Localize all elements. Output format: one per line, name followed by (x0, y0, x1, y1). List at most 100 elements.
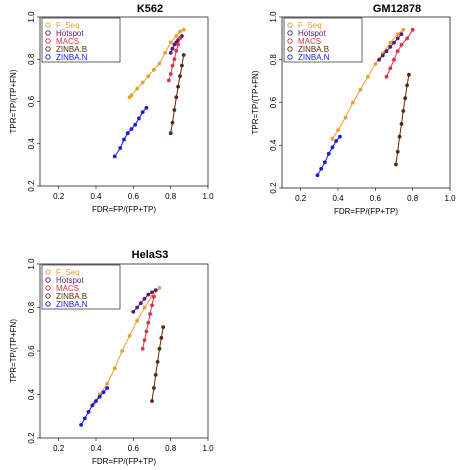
legend-marker (45, 54, 51, 60)
data-point-zinba-n (140, 110, 145, 114)
data-point-macs (399, 42, 404, 47)
data-point-f-seq (174, 34, 179, 38)
x-tick-label: 1.0 (202, 192, 214, 201)
chart-title: HelaS3 (132, 249, 169, 261)
x-tick-label: 0.8 (407, 194, 419, 203)
data-point-zinba-n (122, 137, 126, 142)
legend-label: ZINBA.N (56, 300, 88, 309)
data-point-f-seq (157, 61, 162, 66)
x-tick-label: 0.2 (295, 194, 307, 203)
data-point-macs (392, 57, 396, 62)
data-point-f-seq (135, 86, 140, 91)
data-point-f-seq (351, 100, 355, 105)
data-point-zinba-n (338, 134, 342, 139)
data-point-zinba-b (395, 149, 400, 154)
data-point-zinba-n (94, 399, 98, 403)
data-point-zinba-n (326, 151, 331, 156)
data-point-zinba-n (133, 122, 138, 127)
data-point-zinba-n (129, 127, 134, 131)
x-tick-label: 0.4 (332, 194, 344, 203)
legend-marker (45, 38, 51, 44)
legend-label: ZINBA.B (56, 292, 87, 301)
data-point-macs (174, 48, 179, 53)
data-point-zinba-n (137, 116, 141, 121)
data-point-zinba-b (168, 131, 173, 136)
data-point-f-seq (163, 51, 168, 55)
data-point-zinba-n (315, 173, 320, 178)
chart-panel-2: HelaS3 0.2 0.4 0.6 0.8 1.0 0.2 0.4 0.6 0.8 1.0 FDR=… (9, 249, 214, 466)
legend-label: Hotspot (56, 276, 84, 285)
data-point-macs (168, 72, 173, 76)
legend-marker (287, 38, 293, 44)
data-point-zinba-b (157, 346, 162, 351)
data-point-f-seq (105, 381, 110, 386)
data-point-f-seq (127, 333, 132, 338)
data-point-zinba-b (403, 96, 408, 101)
data-point-macs (142, 338, 147, 342)
data-point-zinba-n (101, 390, 106, 395)
x-tick-label: 0.8 (165, 444, 177, 453)
data-point-zinba-b (161, 325, 166, 329)
data-point-hotspot (392, 40, 396, 45)
legend-label: MACS (56, 284, 79, 293)
data-point-zinba-n (323, 160, 327, 165)
data-point-zinba-b (172, 108, 177, 112)
legend-box (283, 17, 363, 63)
data-point-hotspot (150, 290, 154, 295)
y-tick-label: 0.8 (269, 54, 278, 66)
data-point-zinba-b (153, 373, 158, 377)
data-point-zinba-b (178, 74, 182, 78)
y-tick-label: 0.8 (27, 53, 36, 65)
series-line-zinba-b (395, 74, 410, 165)
y-tick-label: 0.4 (269, 139, 278, 151)
data-point-macs (176, 42, 181, 47)
data-point-zinba-b (401, 109, 406, 113)
data-point-hotspot (388, 45, 393, 49)
data-point-f-seq (168, 40, 173, 45)
legend-label: ZINBA.N (298, 53, 330, 62)
legend-box (41, 17, 121, 63)
data-point-zinba-n (125, 131, 130, 136)
data-point-hotspot (146, 292, 151, 297)
data-point-zinba-n (105, 386, 110, 390)
chart-title: K562 (137, 3, 163, 15)
data-point-f-seq (142, 305, 147, 310)
data-point-f-seq (401, 27, 406, 32)
data-point-macs (148, 312, 153, 316)
data-point-hotspot (153, 288, 158, 292)
x-tick-label: 0.6 (128, 444, 140, 453)
x-axis-label: FDR=FP/(FP+TP) (92, 205, 156, 214)
x-axis-label: FDR=FP/(FP+TP) (334, 207, 398, 216)
chart-panel-1: GM12878 0.2 0.4 0.6 0.8 1.0 0.2 0.4 0.6 0.8 1.0 FDR… (251, 3, 456, 216)
x-tick-label: 0.6 (128, 192, 140, 201)
data-point-zinba-b (170, 120, 175, 125)
data-point-zinba-b (180, 63, 184, 68)
data-point-macs (395, 49, 400, 54)
data-point-zinba-b (159, 336, 164, 340)
legend-marker (287, 22, 293, 28)
data-point-zinba-n (330, 145, 335, 150)
data-point-macs (384, 74, 389, 79)
x-tick-label: 0.2 (53, 444, 65, 453)
legend-marker (45, 293, 51, 299)
y-tick-label: 1.0 (27, 11, 36, 23)
data-point-hotspot (380, 53, 385, 58)
x-tick-label: 0.6 (370, 194, 382, 203)
data-point-f-seq (388, 40, 393, 45)
data-point-zinba-n (334, 139, 338, 143)
y-tick-label: 0.2 (269, 182, 278, 194)
legend-label: F_Seq (56, 21, 80, 30)
data-point-zinba-b (152, 386, 156, 390)
legend-label: F_Seq (298, 21, 322, 30)
legend-label: ZINBA.B (298, 45, 329, 54)
data-point-zinba-n (118, 146, 123, 150)
data-point-f-seq (135, 318, 140, 323)
data-point-hotspot (384, 49, 389, 54)
data-point-macs (166, 78, 171, 83)
data-point-macs (172, 57, 177, 62)
chart-title: GM12878 (373, 3, 421, 15)
y-axis-label: TPR=TP/(TP+FN) (251, 70, 260, 134)
data-point-hotspot (142, 296, 147, 301)
data-point-f-seq (140, 80, 145, 85)
